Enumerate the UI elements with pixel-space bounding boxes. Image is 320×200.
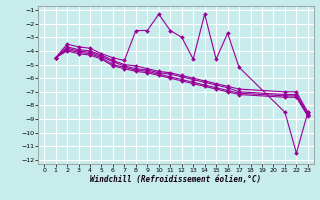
X-axis label: Windchill (Refroidissement éolien,°C): Windchill (Refroidissement éolien,°C) [91, 175, 261, 184]
